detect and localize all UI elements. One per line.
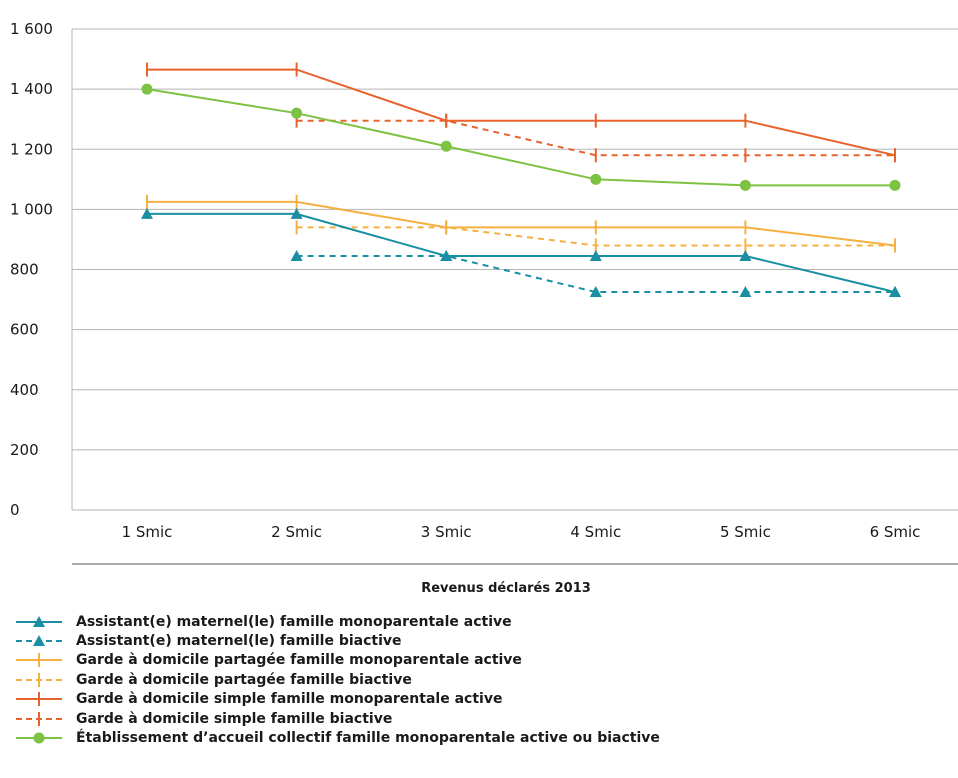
legend-item: Garde à domicile simple famille biactive [14, 709, 660, 728]
series-line-4 [147, 70, 895, 156]
series-4 [147, 63, 895, 163]
legend: Assistant(e) maternel(le) famille monopa… [14, 612, 660, 748]
series-2 [147, 195, 895, 253]
series-0 [141, 208, 901, 297]
y-tick-label: 1 400 [10, 80, 53, 98]
y-tick-label: 600 [10, 321, 39, 339]
line-chart: 0 200 400 600 800 1 000 1 200 1 400 1 600 1 Smic… [0, 0, 958, 610]
legend-swatch [14, 730, 76, 746]
x-tick-label: 5 Smic [720, 523, 771, 541]
y-tick-label: 0 [10, 501, 20, 519]
data-point [740, 180, 751, 191]
series-line-2 [147, 202, 895, 246]
legend-swatch-marker [33, 635, 45, 646]
gridlines [72, 29, 958, 510]
x-tick-label: 1 Smic [122, 523, 173, 541]
legend-swatch [14, 691, 76, 707]
legend-item: Garde à domicile simple famille monopare… [14, 690, 660, 709]
x-tick-label: 2 Smic [271, 523, 322, 541]
data-point [142, 84, 153, 95]
legend-swatch [14, 672, 76, 688]
series-line-6 [147, 89, 895, 185]
data-point [291, 108, 302, 119]
x-axis: 1 Smic 2 Smic 3 Smic 4 Smic 5 Smic 6 Smic [72, 523, 958, 564]
x-tick-label: 6 Smic [870, 523, 921, 541]
y-tick-label: 1 600 [10, 20, 53, 38]
legend-item: Établissement d’accueil collectif famill… [14, 728, 660, 747]
legend-swatch [14, 711, 76, 727]
y-tick-label: 1 000 [10, 200, 53, 218]
legend-item: Garde à domicile partagée famille biacti… [14, 670, 660, 689]
legend-label: Assistant(e) maternel(le) famille biacti… [76, 633, 402, 649]
legend-label: Assistant(e) maternel(le) famille monopa… [76, 614, 512, 630]
legend-swatch-marker [34, 733, 45, 744]
data-point [890, 180, 901, 191]
legend-swatch [14, 614, 76, 630]
legend-swatch [14, 652, 76, 668]
y-tick-label: 400 [10, 381, 39, 399]
legend-item: Assistant(e) maternel(le) famille monopa… [14, 612, 660, 631]
y-tick-label: 200 [10, 441, 39, 459]
legend-label: Garde à domicile partagée famille monopa… [76, 652, 522, 668]
legend-swatch [14, 633, 76, 649]
series-lines [141, 63, 901, 297]
y-axis: 0 200 400 600 800 1 000 1 200 1 400 1 600 [10, 20, 72, 519]
x-axis-title: Revenus déclarés 2013 [421, 581, 591, 596]
legend-label: Garde à domicile simple famille biactive [76, 711, 392, 727]
y-tick-label: 800 [10, 261, 39, 279]
legend-label: Garde à domicile simple famille monopare… [76, 691, 502, 707]
data-point [739, 286, 751, 297]
data-point [441, 141, 452, 152]
x-tick-label: 3 Smic [421, 523, 472, 541]
legend-item: Garde à domicile partagée famille monopa… [14, 651, 660, 670]
y-tick-label: 1 200 [10, 140, 53, 158]
x-tick-label: 4 Smic [570, 523, 621, 541]
data-point [590, 174, 601, 185]
series-line-0 [147, 214, 895, 292]
legend-label: Garde à domicile partagée famille biacti… [76, 672, 412, 688]
legend-label: Établissement d’accueil collectif famill… [76, 730, 660, 746]
legend-item: Assistant(e) maternel(le) famille biacti… [14, 631, 660, 650]
series-6 [142, 84, 901, 191]
